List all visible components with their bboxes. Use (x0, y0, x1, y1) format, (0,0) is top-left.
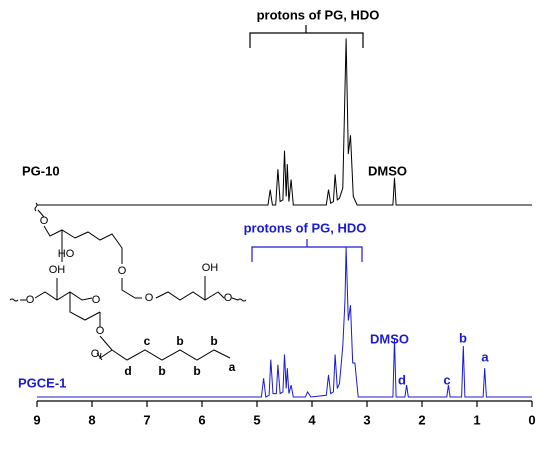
x-tick-label: 9 (33, 412, 40, 427)
atom-label: OH (202, 262, 219, 274)
x-tick-label: 6 (198, 412, 205, 427)
carbon-label: a (229, 360, 236, 374)
annotation: DMSO (368, 163, 407, 178)
annotation: d (398, 372, 406, 387)
annotation: protons of PG, HDO (257, 7, 380, 22)
atom-label: O (26, 294, 35, 306)
carbon-label: b (193, 364, 200, 378)
annotation: a (481, 349, 489, 364)
atom-label: O (224, 292, 233, 304)
bond (9, 298, 19, 302)
carbon-label: b (158, 364, 165, 378)
atom-label: O (118, 265, 127, 277)
x-tick-label: 2 (418, 412, 425, 427)
spectrum (37, 38, 532, 206)
series-label: PGCE-1 (18, 375, 66, 390)
atom-label: O (145, 292, 154, 304)
x-tick-label: 5 (253, 412, 260, 427)
carbon-label: b (176, 334, 183, 348)
x-tick-label: 0 (528, 412, 535, 427)
carbon-label: d (124, 364, 131, 378)
brackets (249, 25, 364, 262)
atom-label: OH (49, 264, 66, 276)
atom-label: O (91, 348, 100, 360)
x-tick-label: 3 (363, 412, 370, 427)
bonds (20, 202, 247, 361)
series-label: PG-10 (22, 163, 60, 178)
annotation: protons of PG, HDO (244, 220, 367, 235)
x-tick-label: 7 (143, 412, 150, 427)
annotation: b (459, 330, 467, 345)
spectrum (37, 247, 532, 398)
x-tick-label: 4 (308, 412, 316, 427)
carbon-label: c (144, 334, 151, 348)
atom-label: O (40, 215, 49, 227)
atom-label: HO (58, 248, 75, 260)
atom-label: O (92, 294, 101, 306)
annotation: c (443, 372, 450, 387)
annotation: DMSO (370, 331, 409, 346)
x-tick-label: 1 (473, 412, 480, 427)
x-tick-label: 8 (88, 412, 95, 427)
carbon-label: b (210, 334, 217, 348)
bracket (249, 25, 364, 48)
atom-label: O (96, 325, 105, 337)
bracket (251, 239, 363, 262)
